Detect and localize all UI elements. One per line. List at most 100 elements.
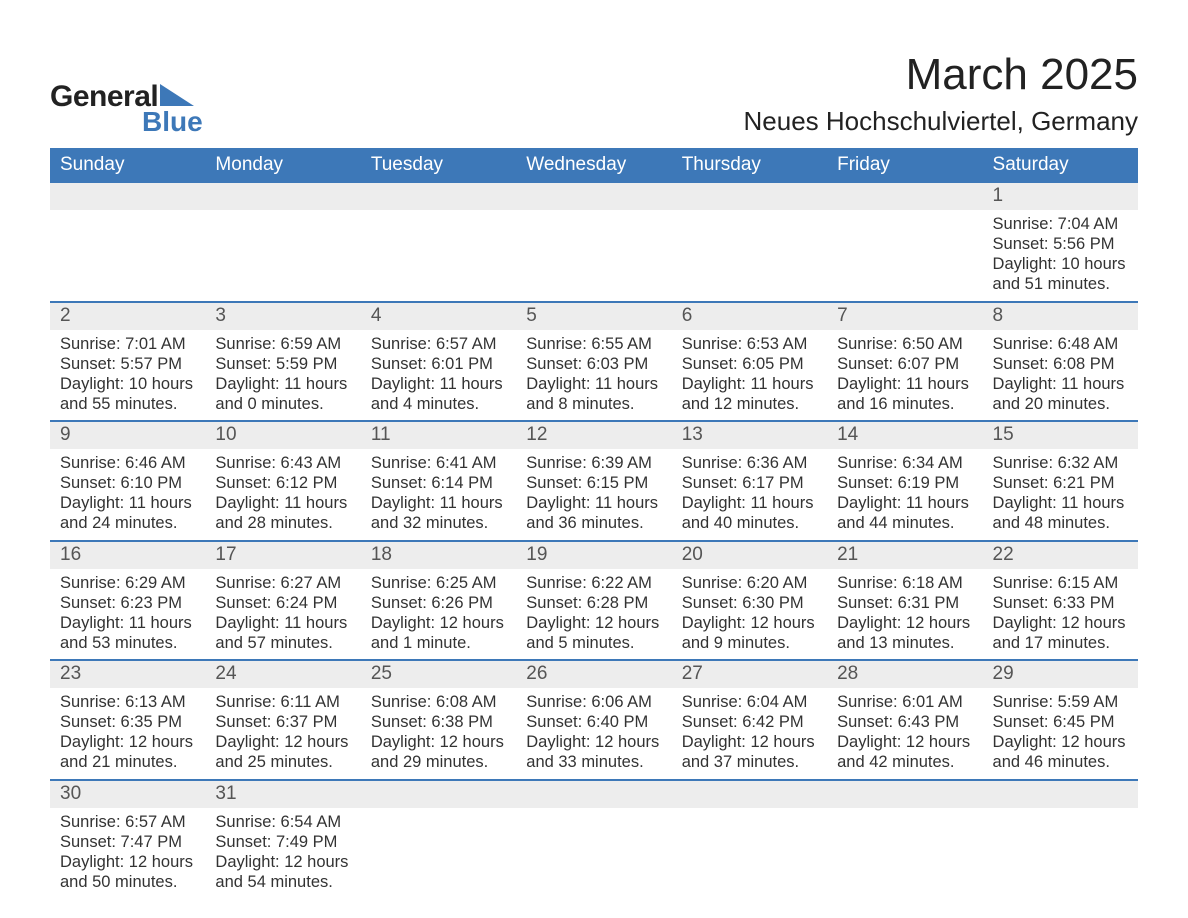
logo-triangle-icon [160, 84, 194, 106]
sunrise-text: Sunrise: 6:20 AM [682, 573, 817, 593]
day-number: 20 [682, 544, 703, 565]
daylight-text: Daylight: 10 hours and 51 minutes. [993, 254, 1128, 294]
day-cell: 30Sunrise: 6:57 AMSunset: 7:47 PMDayligh… [50, 781, 205, 899]
day-number [60, 185, 65, 206]
sunset-text: Sunset: 6:40 PM [526, 712, 661, 732]
day-details: Sunrise: 6:29 AMSunset: 6:23 PMDaylight:… [50, 569, 205, 660]
day-number-row: 8 [983, 303, 1138, 330]
day-number: 10 [215, 424, 236, 445]
day-cell: 2 Sunrise: 7:01 AMSunset: 5:57 PMDaylight… [50, 303, 205, 421]
day-cell: 27Sunrise: 6:04 AMSunset: 6:42 PMDayligh… [672, 661, 827, 779]
daylight-text: Daylight: 11 hours and 8 minutes. [526, 374, 661, 414]
dow-wednesday: Wednesday [516, 148, 671, 183]
daylight-text: Daylight: 11 hours and 48 minutes. [993, 493, 1128, 533]
day-number-row: 14 [827, 422, 982, 449]
sunrise-text: Sunrise: 6:39 AM [526, 453, 661, 473]
day-number-row: 17 [205, 542, 360, 569]
sunset-text: Sunset: 6:31 PM [837, 593, 972, 613]
day-number-row [672, 183, 827, 210]
day-cell: 28Sunrise: 6:01 AMSunset: 6:43 PMDayligh… [827, 661, 982, 779]
day-empty [50, 183, 205, 301]
month-title: March 2025 [744, 50, 1139, 100]
daylight-text: Daylight: 12 hours and 5 minutes. [526, 613, 661, 653]
day-number: 22 [993, 544, 1014, 565]
day-number-row: 20 [672, 542, 827, 569]
day-cell: 1Sunrise: 7:04 AMSunset: 5:56 PMDaylight… [983, 183, 1138, 301]
day-details: Sunrise: 6:46 AMSunset: 6:10 PMDaylight:… [50, 449, 205, 540]
day-empty [672, 183, 827, 301]
day-cell: 3 Sunrise: 6:59 AMSunset: 5:59 PMDaylight… [205, 303, 360, 421]
day-details: Sunrise: 6:04 AMSunset: 6:42 PMDaylight:… [672, 688, 827, 779]
sunset-text: Sunset: 6:01 PM [371, 354, 506, 374]
day-empty [672, 781, 827, 899]
day-empty [827, 781, 982, 899]
sunset-text: Sunset: 6:45 PM [993, 712, 1128, 732]
day-details: Sunrise: 7:01 AMSunset: 5:57 PMDaylight:… [50, 330, 205, 421]
daylight-text: Daylight: 11 hours and 44 minutes. [837, 493, 972, 533]
sunrise-text: Sunrise: 6:46 AM [60, 453, 195, 473]
day-details: Sunrise: 6:08 AMSunset: 6:38 PMDaylight:… [361, 688, 516, 779]
day-number [371, 783, 376, 804]
day-number: 3 [215, 305, 226, 326]
day-details: Sunrise: 6:25 AMSunset: 6:26 PMDaylight:… [361, 569, 516, 660]
week-row: 2 Sunrise: 7:01 AMSunset: 5:57 PMDaylight… [50, 301, 1138, 421]
sunset-text: Sunset: 6:19 PM [837, 473, 972, 493]
dow-saturday: Saturday [983, 148, 1138, 183]
day-cell: 4Sunrise: 6:57 AMSunset: 6:01 PMDaylight… [361, 303, 516, 421]
day-number [526, 185, 531, 206]
day-number-row: 15 [983, 422, 1138, 449]
sunset-text: Sunset: 6:38 PM [371, 712, 506, 732]
day-number-row: 30 [50, 781, 205, 808]
daylight-text: Daylight: 12 hours and 54 minutes. [215, 852, 350, 892]
day-number-row: 16 [50, 542, 205, 569]
calendar-body: 1Sunrise: 7:04 AMSunset: 5:56 PMDaylight… [50, 183, 1138, 898]
day-number [993, 783, 998, 804]
sunset-text: Sunset: 6:14 PM [371, 473, 506, 493]
sunrise-text: Sunrise: 6:04 AM [682, 692, 817, 712]
day-number: 5 [526, 305, 537, 326]
day-number: 9 [60, 424, 71, 445]
day-number: 13 [682, 424, 703, 445]
day-details: Sunrise: 6:59 AMSunset: 5:59 PMDaylight:… [205, 330, 360, 421]
day-cell: 11Sunrise: 6:41 AMSunset: 6:14 PMDayligh… [361, 422, 516, 540]
day-cell: 17Sunrise: 6:27 AMSunset: 6:24 PMDayligh… [205, 542, 360, 660]
sunrise-text: Sunrise: 6:15 AM [993, 573, 1128, 593]
day-empty [827, 183, 982, 301]
sunset-text: Sunset: 6:24 PM [215, 593, 350, 613]
day-number: 2 [60, 305, 71, 326]
sunset-text: Sunset: 5:59 PM [215, 354, 350, 374]
day-number-row: 10 [205, 422, 360, 449]
sunrise-text: Sunrise: 6:18 AM [837, 573, 972, 593]
week-row: 23Sunrise: 6:13 AMSunset: 6:35 PMDayligh… [50, 659, 1138, 779]
day-details: Sunrise: 6:11 AMSunset: 6:37 PMDaylight:… [205, 688, 360, 779]
sunrise-text: Sunrise: 6:41 AM [371, 453, 506, 473]
day-number-row: 29 [983, 661, 1138, 688]
sunset-text: Sunset: 7:47 PM [60, 832, 195, 852]
daylight-text: Daylight: 11 hours and 4 minutes. [371, 374, 506, 414]
day-empty [361, 183, 516, 301]
sunset-text: Sunset: 6:43 PM [837, 712, 972, 732]
sunrise-text: Sunrise: 6:57 AM [60, 812, 195, 832]
day-details: Sunrise: 6:39 AMSunset: 6:15 PMDaylight:… [516, 449, 671, 540]
daylight-text: Daylight: 12 hours and 25 minutes. [215, 732, 350, 772]
sunset-text: Sunset: 6:21 PM [993, 473, 1128, 493]
day-number-row: 3 [205, 303, 360, 330]
day-details: Sunrise: 6:55 AMSunset: 6:03 PMDaylight:… [516, 330, 671, 421]
dow-thursday: Thursday [672, 148, 827, 183]
day-number-row: 11 [361, 422, 516, 449]
week-row: 30 Sunrise: 6:57 AMSunset: 7:47 PM Dayligh… [50, 779, 1138, 899]
day-number-row: 22 [983, 542, 1138, 569]
day-number-row: 1 [983, 183, 1138, 210]
day-empty [361, 781, 516, 899]
day-cell: 13Sunrise: 6:36 AMSunset: 6:17 PMDayligh… [672, 422, 827, 540]
sunset-text: Sunset: 6:15 PM [526, 473, 661, 493]
day-number-row [827, 781, 982, 808]
day-details: Sunrise: 5:59 AMSunset: 6:45 PMDaylight:… [983, 688, 1138, 779]
sunrise-text: Sunrise: 6:53 AM [682, 334, 817, 354]
day-cell: 31Sunrise: 6:54 AMSunset: 7:49 PMDayligh… [205, 781, 360, 899]
day-number-row [205, 183, 360, 210]
sunset-text: Sunset: 6:05 PM [682, 354, 817, 374]
day-number: 30 [60, 783, 81, 804]
day-number-row: 7 [827, 303, 982, 330]
logo: General Blue [50, 80, 203, 138]
